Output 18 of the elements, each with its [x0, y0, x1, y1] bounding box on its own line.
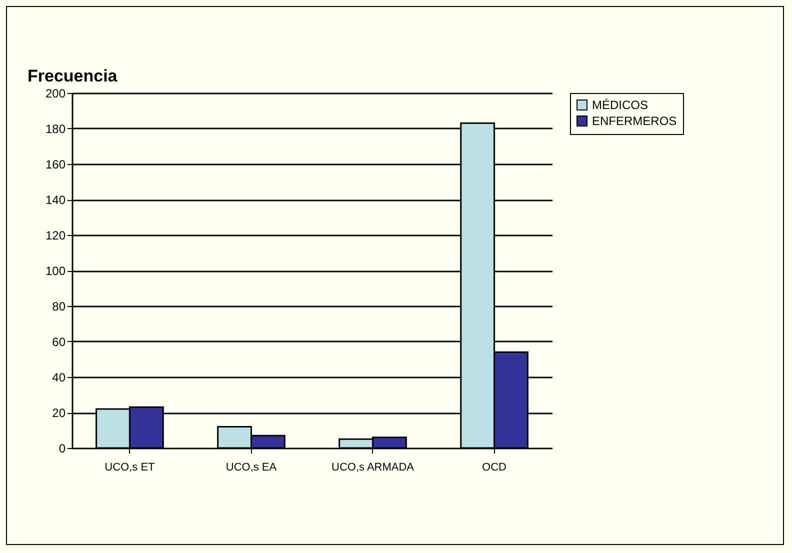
y-tick-label: 140 — [45, 193, 66, 207]
y-tick-label: 180 — [45, 122, 66, 136]
y-axis-title: Frecuencia — [28, 66, 118, 86]
x-tick-label: OCD — [482, 462, 507, 474]
x-tick-label: UCO,s ET — [104, 462, 156, 474]
y-tick-label: 100 — [45, 264, 66, 278]
y-tick-label: 0 — [58, 442, 66, 456]
legend-label: MÉDICOS — [592, 98, 648, 112]
y-tick-label: 60 — [52, 335, 66, 349]
y-tick-label: 20 — [52, 406, 66, 420]
x-tick-label: UCO,s ARMADA — [332, 462, 415, 474]
y-tick-label: 160 — [45, 158, 66, 172]
y-tick-label: 200 — [45, 86, 66, 100]
y-tick-label: 120 — [45, 228, 66, 242]
legend-label: ENFERMEROS — [592, 114, 677, 128]
y-tick-label: 80 — [52, 300, 66, 314]
y-tick-label: 40 — [52, 370, 66, 384]
x-tick-label: UCO,s EA — [226, 462, 278, 474]
